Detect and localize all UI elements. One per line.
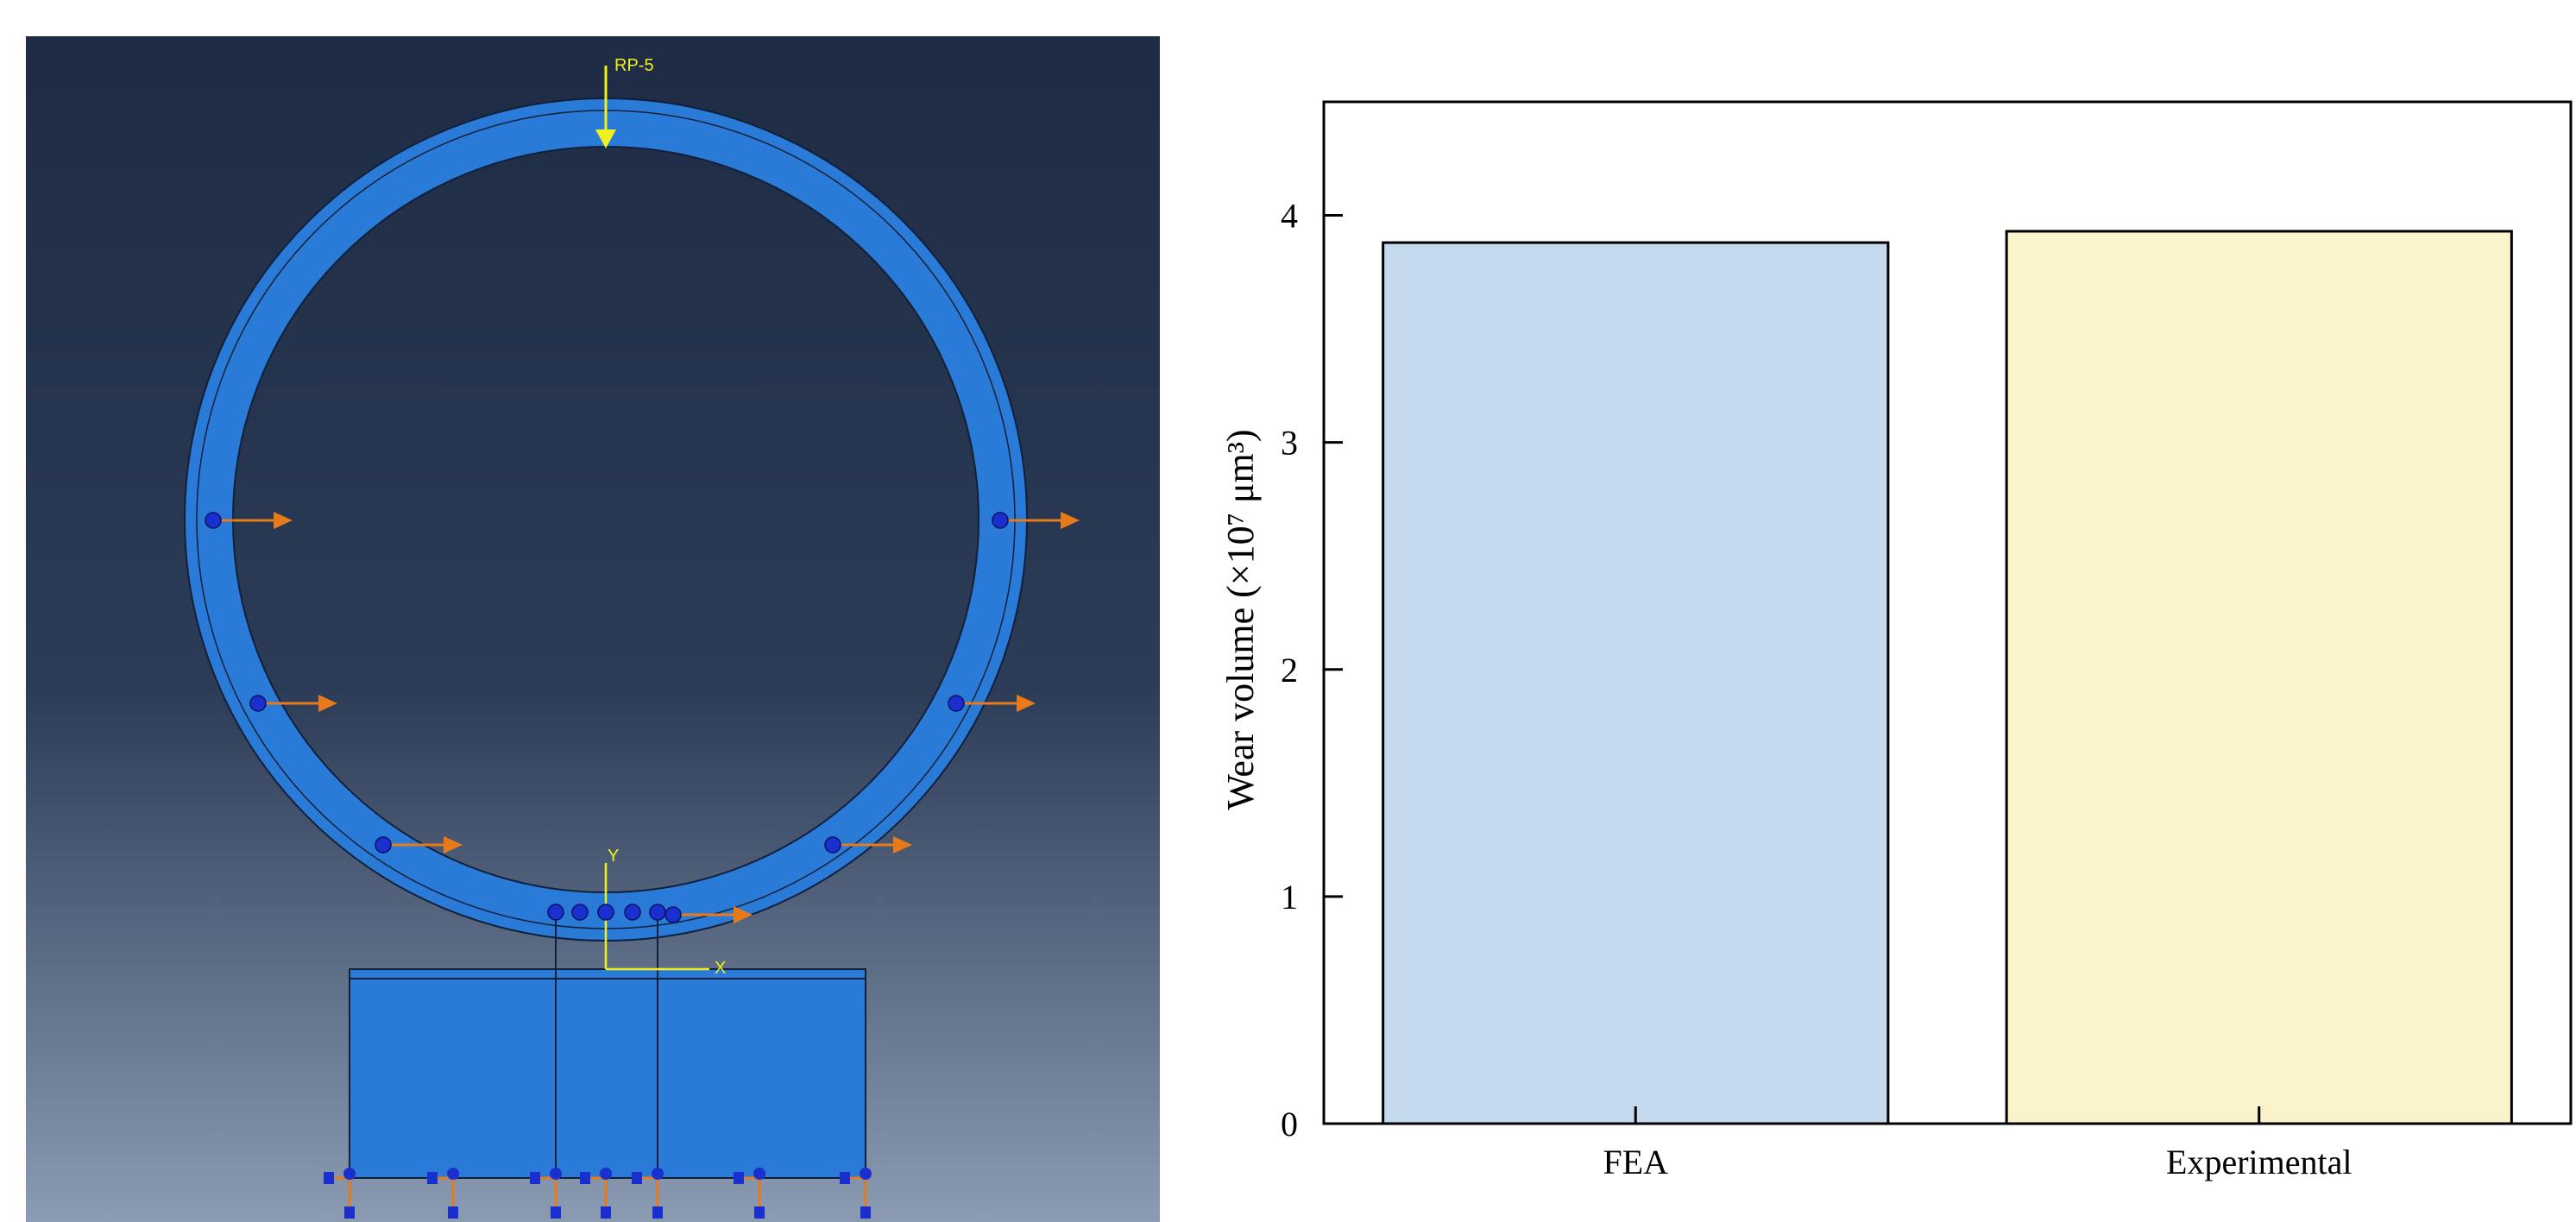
boundary-node [324,1172,334,1184]
boundary-node [652,1168,664,1180]
boundary-node [551,1206,561,1219]
node [665,907,681,923]
boundary-node [601,1206,611,1219]
boundary-node [427,1172,438,1184]
contact-node [548,904,564,920]
boundary-node [530,1172,540,1184]
node [825,837,841,853]
contact-node [598,904,614,920]
axis-label: X [715,959,726,978]
boundary-node [580,1172,590,1184]
node [992,513,1008,528]
node [948,696,964,711]
boundary-node [344,1206,355,1219]
boundary-node [753,1168,765,1180]
boundary-node [860,1206,871,1219]
y-tick-label: 3 [1281,424,1298,463]
boundary-node [632,1172,642,1184]
chart: FEA Experimental 0 1 2 3 4 Wear volume (×10⁷ μm… [1219,102,2571,1181]
y-tick-label: 4 [1281,197,1298,236]
boundary-node [860,1168,872,1180]
boundary-node [447,1168,459,1180]
fea-model-panel: RP-5 Y X [26,36,1160,1222]
reference-point-label: RP-5 [614,56,654,75]
boundary-node [550,1168,562,1180]
node [375,837,391,853]
contact-node [625,904,640,920]
axis-label: Y [608,847,619,866]
boundary-node [840,1172,850,1184]
y-axis-label: Wear volume (×10⁷ μm³) [1219,429,1262,809]
boundary-node [343,1168,356,1180]
x-tick-label: Experimental [2166,1143,2352,1181]
contact-node [650,904,665,920]
boundary-node [600,1168,612,1180]
boundary-node [734,1172,744,1184]
y-tick-label: 2 [1281,651,1298,690]
figure: RP-5 Y X FEA Experimental 0 1 2 3 4 Wear volume… [0,0,2576,1222]
x-tick-label: FEA [1603,1143,1668,1181]
contact-node [572,904,588,920]
y-tick-label: 0 [1281,1105,1298,1143]
bar [2006,231,2511,1124]
node [205,513,221,528]
boundary-node [448,1206,458,1219]
y-tick-label: 1 [1281,878,1298,916]
node [250,696,266,711]
bar [1383,243,1888,1124]
boundary-node [754,1206,765,1219]
block [350,969,866,1178]
boundary-node [652,1206,663,1219]
